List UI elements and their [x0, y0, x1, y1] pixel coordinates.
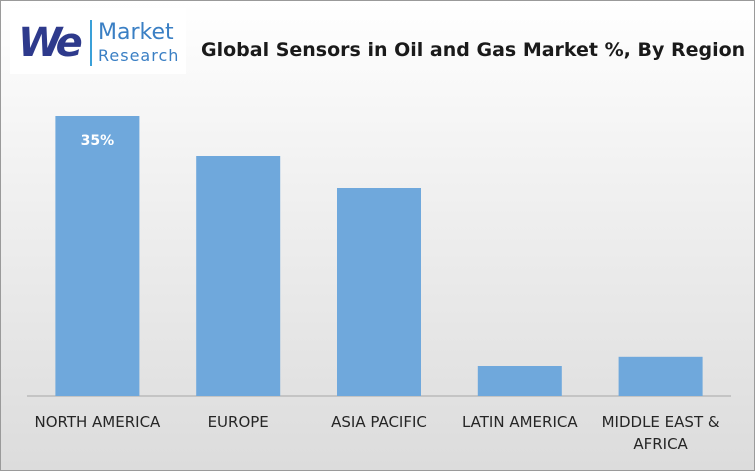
x-tick-label: MIDDLE EAST & AFRICA [601, 413, 720, 453]
logo-text: Research [98, 46, 180, 65]
x-tick-label: LATIN AMERICA [461, 413, 578, 431]
logo-text: Market [98, 20, 174, 45]
logo-divider [90, 20, 92, 66]
bar [337, 188, 421, 396]
x-tick-label: EUROPE [207, 413, 269, 431]
bar [477, 366, 562, 396]
value-label: 35% [81, 133, 115, 149]
logo: We Market Research [10, 8, 186, 74]
bar [618, 356, 703, 396]
x-tick-label: ASIA PACIFIC [331, 413, 427, 431]
logo-mark: We [18, 20, 83, 66]
bar [196, 156, 281, 396]
bar [55, 116, 140, 396]
chart-title: Global Sensors in Oil and Gas Market %, … [201, 39, 746, 61]
x-tick-label: NORTH AMERICA [34, 413, 161, 431]
